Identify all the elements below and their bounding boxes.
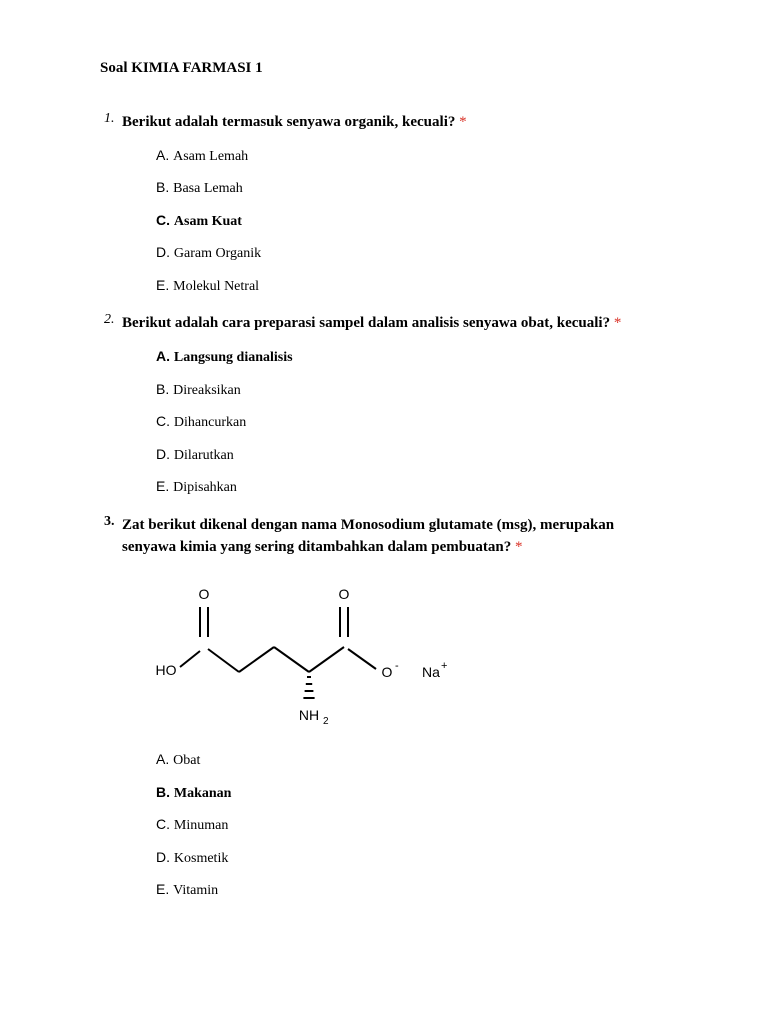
option: C. Minuman (156, 815, 668, 836)
option-text: Dihancurkan (174, 415, 246, 430)
svg-text:O: O (382, 664, 393, 680)
option-letter: A. (156, 147, 173, 163)
option-letter: E. (156, 277, 173, 293)
option-letter: C. (156, 413, 174, 429)
option: B. Makanan (156, 783, 668, 804)
option-letter: A. (156, 751, 173, 767)
option: E. Molekul Netral (156, 276, 668, 297)
question-number: 3. (104, 514, 122, 530)
option: B. Direaksikan (156, 380, 668, 401)
svg-text:-: - (395, 660, 399, 672)
option-letter: E. (156, 881, 173, 897)
required-asterisk: * (459, 114, 467, 130)
svg-text:O: O (199, 586, 210, 602)
option-letter: B. (156, 179, 173, 195)
option-text: Dilarutkan (174, 448, 234, 463)
option-text: Direaksikan (173, 383, 241, 398)
chemical-structure: OHOOO-Na+NH2 (144, 577, 668, 732)
option-text: Makanan (174, 786, 232, 801)
question-list: 1.Berikut adalah termasuk senyawa organi… (104, 111, 668, 901)
option-letter: D. (156, 244, 174, 260)
option-letter: B. (156, 784, 174, 800)
question-item: 2.Berikut adalah cara preparasi sampel d… (104, 312, 668, 497)
option: A. Obat (156, 750, 668, 771)
option: A. Asam Lemah (156, 146, 668, 167)
options-list: A. Asam LemahB. Basa LemahC. Asam KuatD.… (156, 146, 668, 297)
option: D. Kosmetik (156, 848, 668, 869)
question-number: 2. (104, 312, 122, 328)
svg-text:O: O (339, 586, 350, 602)
option-text: Molekul Netral (173, 279, 259, 294)
option-text: Vitamin (173, 883, 218, 898)
question-number: 1. (104, 111, 122, 127)
document-page: Soal KIMIA FARMASI 1 1.Berikut adalah te… (0, 0, 768, 1024)
document-title: Soal KIMIA FARMASI 1 (100, 60, 668, 77)
option-text: Kosmetik (174, 851, 228, 866)
options-list: A. ObatB. MakananC. MinumanD. KosmetikE.… (156, 750, 668, 901)
svg-text:HO: HO (156, 662, 177, 678)
option-letter: D. (156, 446, 174, 462)
option-letter: B. (156, 381, 173, 397)
option-letter: D. (156, 849, 174, 865)
option-text: Dipisahkan (173, 480, 237, 495)
question-item: 1.Berikut adalah termasuk senyawa organi… (104, 111, 668, 296)
option-letter: C. (156, 212, 174, 228)
option: C. Asam Kuat (156, 211, 668, 232)
option: D. Garam Organik (156, 243, 668, 264)
option: D. Dilarutkan (156, 445, 668, 466)
question-text: Zat berikut dikenal dengan nama Monosodi… (122, 514, 622, 559)
option-text: Garam Organik (174, 246, 261, 261)
svg-text:NH: NH (299, 707, 319, 723)
option: C. Dihancurkan (156, 412, 668, 433)
svg-text:2: 2 (323, 716, 329, 727)
option-text: Minuman (174, 818, 228, 833)
option-text: Obat (173, 753, 200, 768)
options-list: A. Langsung dianalisis B. Direaksikan C. D… (156, 347, 668, 498)
option: E. Vitamin (156, 880, 668, 901)
option-letter: C. (156, 816, 174, 832)
question-item: 3.Zat berikut dikenal dengan nama Monoso… (104, 514, 668, 901)
svg-text:Na: Na (422, 664, 440, 680)
option-text: Basa Lemah (173, 181, 243, 196)
svg-text:+: + (441, 660, 447, 672)
required-asterisk: * (614, 315, 622, 331)
option-text: Asam Lemah (173, 149, 248, 164)
option-text: Langsung dianalisis (174, 350, 293, 365)
question-text: Berikut adalah termasuk senyawa organik,… (122, 111, 467, 134)
option: A. Langsung dianalisis (156, 347, 668, 368)
option-text: Asam Kuat (174, 214, 242, 229)
required-asterisk: * (515, 539, 523, 555)
option: B. Basa Lemah (156, 178, 668, 199)
question-text: Berikut adalah cara preparasi sampel dal… (122, 312, 621, 335)
option-letter: E. (156, 478, 173, 494)
option: E. Dipisahkan (156, 477, 668, 498)
option-letter: A. (156, 348, 174, 364)
